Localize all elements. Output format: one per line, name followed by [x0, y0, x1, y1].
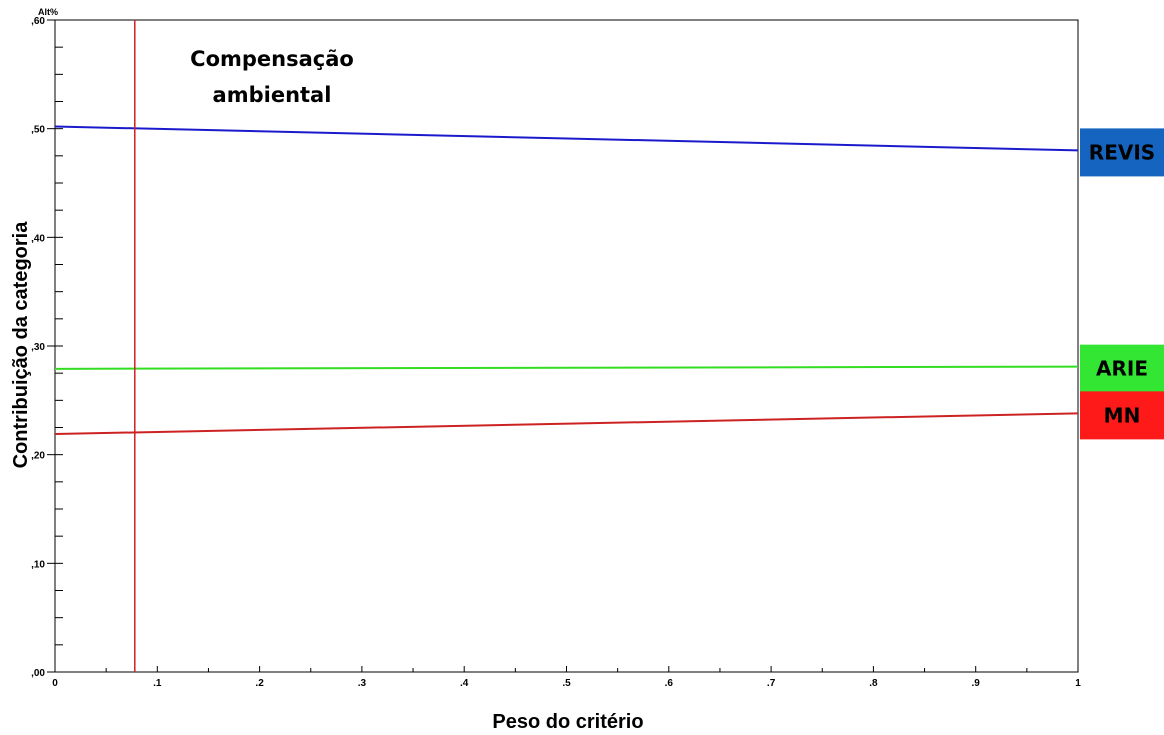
series-line-revis: [54, 125, 1079, 152]
plot-frame: [54, 19, 1079, 673]
y-tick-labels: ,00 ,10 ,20 ,30 ,40 ,50 ,60: [31, 16, 45, 679]
badge-label-arie: ARIE: [1096, 357, 1148, 381]
x-tick-label: .2: [255, 678, 264, 689]
badge-revis: [1080, 128, 1164, 177]
x-tick-labels: 0 .1 .2 .3 .4 .5 .6 .7 .8 .9 1: [52, 678, 1081, 689]
y-tick-label: ,60: [31, 16, 45, 27]
x-tick-label: .3: [358, 678, 367, 689]
badge-label-revis: REVIS: [1089, 140, 1155, 164]
annotation-line-2: ambiental: [213, 83, 332, 107]
y-minor-ticks: [47, 19, 63, 673]
x-tick-label: .4: [460, 678, 469, 689]
unit-label: Alt%: [38, 7, 58, 17]
x-tick-label: .1: [153, 678, 162, 689]
series-line-arie: [54, 365, 1079, 370]
badge-label-mn: MN: [1104, 403, 1141, 427]
badge-mn: [1080, 391, 1164, 440]
y-axis-title: Contribuição da categoria: [10, 221, 32, 469]
y-tick-label: ,30: [31, 342, 45, 353]
x-minor-ticks: [54, 666, 1079, 672]
y-tick-label: ,10: [31, 559, 45, 570]
series-badges: REVIS ARIE MN: [1080, 128, 1164, 440]
y-tick-label: ,00: [31, 668, 45, 679]
x-tick-label: .7: [767, 678, 776, 689]
x-tick-label: 1: [1075, 678, 1081, 689]
y-tick-label: ,50: [31, 125, 45, 136]
annotation-line-1: Compensação: [190, 47, 354, 71]
x-tick-label: .9: [972, 678, 981, 689]
x-tick-label: .5: [562, 678, 571, 689]
series-lines: [54, 125, 1079, 436]
y-tick-label: ,40: [31, 233, 45, 244]
x-tick-label: 0: [52, 678, 58, 689]
x-axis-title: Peso do critério: [492, 711, 643, 733]
y-tick-label: ,20: [31, 451, 45, 462]
x-tick-label: .8: [869, 678, 878, 689]
series-line-mn: [54, 412, 1079, 436]
badge-arie: [1080, 344, 1164, 393]
x-tick-label: .6: [665, 678, 674, 689]
